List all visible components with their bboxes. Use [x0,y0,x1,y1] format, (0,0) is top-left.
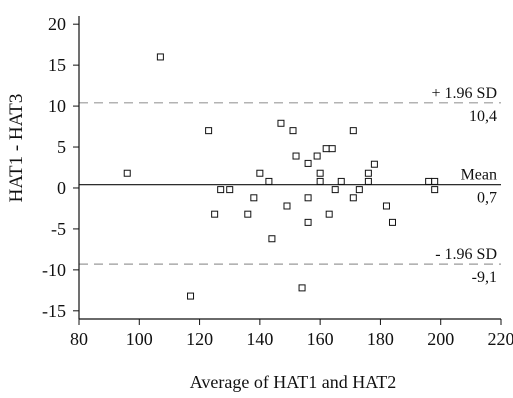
reference-line-label: Mean [461,167,497,184]
data-point [304,218,312,226]
data-point [349,194,357,202]
reference-line-label: + 1.96 SD [432,85,497,102]
data-point [156,53,164,61]
data-point [388,218,396,226]
reference-line-value: 0,7 [477,190,497,207]
data-point [277,119,285,127]
data-points-group [123,53,439,300]
data-point [304,159,312,167]
data-point [283,202,291,210]
y-axis-label: HAT1 - HAT3 [6,94,27,203]
data-point [322,145,330,153]
reference-line-value: -9,1 [472,269,497,286]
data-point [370,160,378,168]
y-tick-label: -10 [42,260,66,280]
y-tick-label: 15 [48,55,66,75]
data-point [304,194,312,202]
data-point [337,177,345,185]
data-point [316,177,324,185]
x-tick-label: 120 [186,329,213,349]
reference-line-label: - 1.96 SD [435,246,497,263]
data-point [250,194,258,202]
x-axis-label: Average of HAT1 and HAT2 [190,372,397,392]
reference-line-value: 10,4 [469,108,497,125]
data-point [268,235,276,243]
data-point [244,210,252,218]
y-tick-label: 10 [48,96,66,116]
x-tick-label: 180 [367,329,394,349]
data-point [382,202,390,210]
data-point [226,186,234,194]
data-point [298,284,306,292]
x-tick-label: 160 [307,329,334,349]
data-point [325,210,333,218]
reference-lines-group: + 1.96 SD 10,4 Mean 0,7 - 1.96 SD -9,1 [79,85,501,286]
data-point [364,177,372,185]
y-tick-label: 0 [57,178,66,198]
data-point [217,186,225,194]
data-point [355,186,363,194]
data-point [123,169,131,177]
data-point [187,292,195,300]
y-tick-label: 5 [57,137,66,157]
data-point [431,186,439,194]
x-tick-label: 80 [70,329,88,349]
data-point [328,145,336,153]
data-point [331,186,339,194]
x-tick-label: 100 [126,329,153,349]
data-point [211,210,219,218]
y-tick-label: 20 [48,14,66,34]
x-tick-label: 220 [488,329,513,349]
data-point [265,177,273,185]
data-point [431,177,439,185]
x-tick-label: 140 [246,329,273,349]
data-point [313,152,321,160]
data-point [256,169,264,177]
data-point [316,169,324,177]
data-point [289,127,297,135]
y-tick-label: -5 [51,219,66,239]
data-point [349,127,357,135]
x-tick-label: 200 [427,329,454,349]
data-point [292,152,300,160]
y-tick-label: -15 [42,301,66,321]
data-point [364,169,372,177]
data-point [205,127,213,135]
data-point [425,177,433,185]
